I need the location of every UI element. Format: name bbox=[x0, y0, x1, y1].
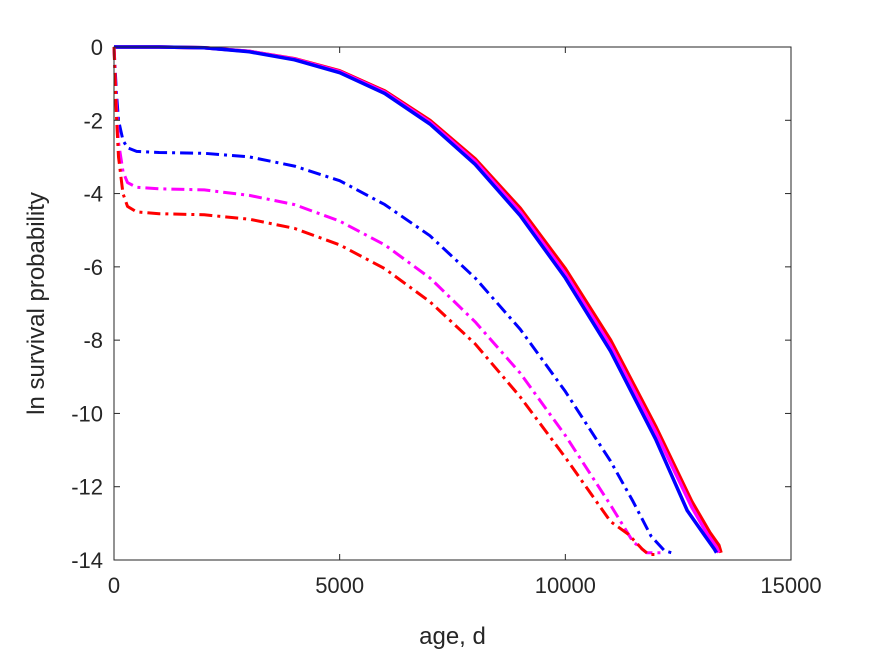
series-line-3 bbox=[114, 45, 719, 554]
y-tick-label: -8 bbox=[83, 328, 103, 353]
x-tick-label: 0 bbox=[108, 573, 120, 598]
y-tick-label: -14 bbox=[71, 548, 103, 573]
ticks-layer: 0 5000 10000 15000 0 -2 -4 -6 -8 -10 -12 -14 bbox=[71, 35, 821, 598]
series-line-6 bbox=[112, 46, 658, 556]
x-tick-label: 10000 bbox=[535, 573, 596, 598]
series-line-5 bbox=[112, 46, 663, 555]
y-tick-label: -4 bbox=[83, 182, 103, 207]
axes-frame bbox=[113, 46, 792, 561]
series-layer bbox=[112, 45, 723, 556]
series-line-4 bbox=[112, 46, 672, 555]
x-axis-label: age, d bbox=[419, 623, 486, 650]
y-tick-label: -6 bbox=[83, 255, 103, 280]
y-tick-label: -12 bbox=[71, 475, 103, 500]
y-tick-label: 0 bbox=[91, 35, 103, 60]
y-axis-label: ln survival probability bbox=[23, 192, 50, 415]
x-tick-label: 5000 bbox=[315, 573, 364, 598]
x-tick-label: 15000 bbox=[760, 573, 821, 598]
y-tick-label: -10 bbox=[71, 401, 103, 426]
y-tick-label: -2 bbox=[83, 108, 103, 133]
